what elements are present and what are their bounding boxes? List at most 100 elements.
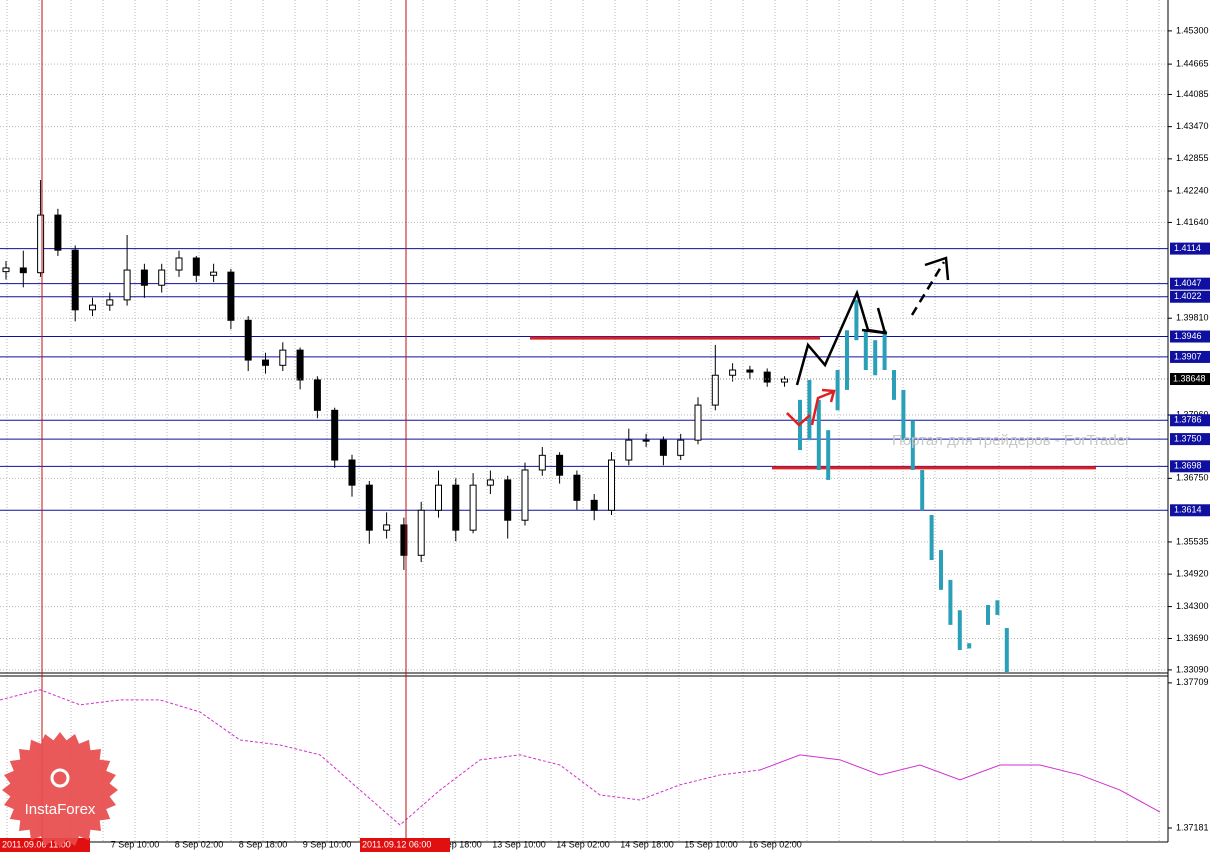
forecast-bar	[1004, 628, 1009, 672]
candle-body	[313, 379, 321, 411]
y-tick-label: 1.44085	[1176, 89, 1209, 99]
candle-body	[54, 214, 62, 251]
level-label-box	[1170, 242, 1210, 255]
red-arrow	[810, 390, 834, 426]
indicator-line	[0, 689, 761, 826]
candle-body	[400, 524, 408, 556]
y-tick-label: 1.37709	[1176, 677, 1209, 687]
forecast-bar	[835, 370, 840, 411]
x-tick-label: 7 Sep 10:00	[111, 839, 160, 849]
candle-body	[642, 439, 650, 442]
candle-body	[677, 439, 685, 456]
forecast-bar	[995, 600, 1000, 615]
y-tick-label: 1.34920	[1176, 569, 1209, 579]
candle-body	[486, 479, 494, 486]
x-tick-label: 12 Sep 18:00	[428, 839, 482, 849]
candle-body	[729, 369, 737, 376]
forecast-bar	[892, 370, 896, 400]
forecast-bar	[873, 340, 878, 376]
logo-icon	[50, 768, 70, 788]
forecast-bar	[939, 550, 943, 590]
forecast-bar	[967, 643, 972, 649]
candle-body	[383, 524, 391, 531]
level-label: 1.4022	[1174, 291, 1202, 301]
level-label: 1.3614	[1174, 505, 1202, 515]
x-tick-label: 16 Sep 02:00	[748, 839, 802, 849]
candle-body	[763, 371, 771, 383]
x-tick-label: 14 Sep 02:00	[556, 839, 610, 849]
candle-body	[2, 267, 10, 273]
level-label-box	[1170, 414, 1210, 427]
forecast-bar	[816, 399, 821, 470]
forecast-bar	[854, 299, 859, 341]
candle-body	[175, 257, 183, 271]
candle-body	[435, 484, 442, 511]
highlight-label: 2011.09.06 11:00	[2, 839, 71, 849]
logo-badge	[2, 732, 118, 848]
red-arrow	[786, 412, 811, 427]
level-label: 1.3907	[1174, 351, 1202, 361]
candle-body	[19, 267, 27, 274]
candle-body	[417, 509, 425, 556]
candle-body	[746, 369, 754, 373]
level-label-box	[1170, 290, 1210, 303]
candle-body	[227, 271, 235, 321]
level-label-box	[1170, 460, 1210, 473]
candle-body	[296, 349, 304, 381]
forecast-bar	[845, 330, 849, 390]
candle-body	[279, 349, 287, 366]
candle-body	[71, 249, 79, 311]
current-price-box	[1170, 373, 1210, 386]
level-label-box	[1170, 433, 1210, 446]
candle-body	[556, 454, 564, 476]
candle-body	[694, 404, 702, 441]
level-label-box	[1170, 504, 1210, 517]
level-label: 1.3750	[1174, 433, 1202, 443]
y-tick-label: 1.45300	[1176, 25, 1209, 35]
candle-body	[192, 257, 200, 276]
y-tick-label: 1.42240	[1176, 185, 1209, 195]
x-tick-label: 14 Sep 18:00	[620, 839, 674, 849]
current-price-label: 1.38648	[1173, 373, 1206, 383]
candle-body	[452, 484, 460, 531]
candle-body	[625, 439, 633, 461]
y-tick-label: 1.43470	[1176, 121, 1209, 131]
forecast-bar	[826, 430, 831, 480]
x-tick-label: 8 Sep 02:00	[175, 839, 224, 849]
candle-body	[210, 271, 218, 276]
candle-body	[123, 269, 131, 301]
level-label: 1.3946	[1174, 331, 1202, 341]
level-label-box	[1170, 350, 1210, 363]
highlight-label: 2011.09.12 06:00	[362, 839, 431, 849]
y-tick-label: 1.34300	[1176, 601, 1209, 611]
price-panel: Портал для трейдеров - ForTrader	[0, 180, 1168, 672]
level-label: 1.4047	[1174, 278, 1202, 288]
forecast-bar	[920, 469, 925, 511]
x-tick-label: 8 Sep 18:00	[239, 839, 288, 849]
watermark: Портал для трейдеров - ForTrader	[892, 432, 1130, 449]
highlight-label-box	[360, 838, 450, 852]
y-tick-label: 1.37181	[1176, 822, 1209, 832]
candle-body	[158, 269, 166, 286]
candle-body	[521, 469, 529, 521]
forecast-bar	[882, 330, 887, 371]
candle-body	[538, 454, 546, 471]
candle-body	[331, 409, 339, 461]
forecast-bar	[929, 514, 934, 560]
x-tick-label: 9 Sep 10:00	[303, 839, 352, 849]
y-tick-label: 1.41640	[1176, 217, 1209, 227]
y-tick-label: 1.33690	[1176, 633, 1209, 643]
indicator-line	[759, 754, 1161, 813]
candle-body	[106, 299, 114, 306]
candle-body	[365, 484, 373, 531]
candle-body	[573, 474, 581, 501]
forecast-bar	[986, 605, 990, 625]
y-tick-label: 1.35535	[1176, 536, 1209, 546]
candle-body	[608, 459, 615, 511]
candle-body	[590, 499, 598, 511]
zigzag-arrowhead	[861, 307, 887, 335]
logo-text: InstaForex	[25, 801, 96, 818]
forecast-arrow	[910, 261, 946, 316]
candle-body	[140, 269, 148, 286]
